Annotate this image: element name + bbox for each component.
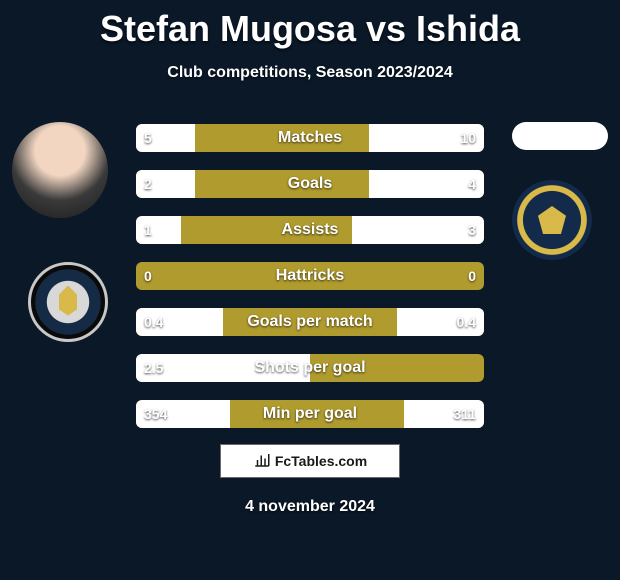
page-title: Stefan Mugosa vs Ishida <box>0 0 620 50</box>
stat-row: 0.4 Goals per match 0.4 <box>136 308 484 336</box>
player-left-avatar <box>12 122 108 218</box>
stat-value-left: 354 <box>144 400 167 428</box>
page-subtitle: Club competitions, Season 2023/2024 <box>0 64 620 82</box>
player-right-avatar <box>512 122 608 150</box>
stat-value-right: 311 <box>453 400 476 428</box>
stat-row: 2.5 Shots per goal <box>136 354 484 382</box>
footer-date: 4 november 2024 <box>0 498 620 516</box>
chart-icon <box>253 451 271 472</box>
stat-value-left: 0.4 <box>144 308 163 336</box>
stat-value-left: 2.5 <box>144 354 163 382</box>
stat-value-left: 1 <box>144 216 152 244</box>
stat-value-left: 5 <box>144 124 152 152</box>
stat-label: Goals per match <box>136 308 484 336</box>
stat-row: 1 Assists 3 <box>136 216 484 244</box>
watermark-text: FcTables.com <box>275 453 367 469</box>
club-right-badge <box>512 180 592 260</box>
watermark: FcTables.com <box>220 444 400 478</box>
stat-label: Min per goal <box>136 400 484 428</box>
stat-row: 5 Matches 10 <box>136 124 484 152</box>
stat-label: Hattricks <box>136 262 484 290</box>
stat-row: 354 Min per goal 311 <box>136 400 484 428</box>
club-left-badge <box>28 262 108 342</box>
stat-label: Goals <box>136 170 484 198</box>
stat-value-left: 0 <box>144 262 152 290</box>
stat-value-right: 10 <box>460 124 476 152</box>
stat-value-left: 2 <box>144 170 152 198</box>
comparison-bars: 5 Matches 10 2 Goals 4 1 Assists 3 0 Hat… <box>136 124 484 446</box>
stat-label: Shots per goal <box>136 354 484 382</box>
stat-value-right: 4 <box>468 170 476 198</box>
stat-row: 0 Hattricks 0 <box>136 262 484 290</box>
stat-value-right: 3 <box>468 216 476 244</box>
stat-value-right: 0 <box>468 262 476 290</box>
stat-label: Matches <box>136 124 484 152</box>
stat-row: 2 Goals 4 <box>136 170 484 198</box>
stat-value-right: 0.4 <box>457 308 476 336</box>
stat-label: Assists <box>136 216 484 244</box>
